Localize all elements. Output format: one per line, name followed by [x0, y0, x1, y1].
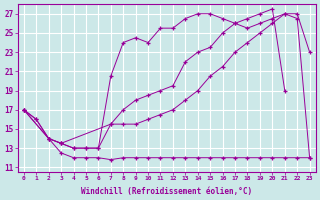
X-axis label: Windchill (Refroidissement éolien,°C): Windchill (Refroidissement éolien,°C)	[81, 187, 252, 196]
